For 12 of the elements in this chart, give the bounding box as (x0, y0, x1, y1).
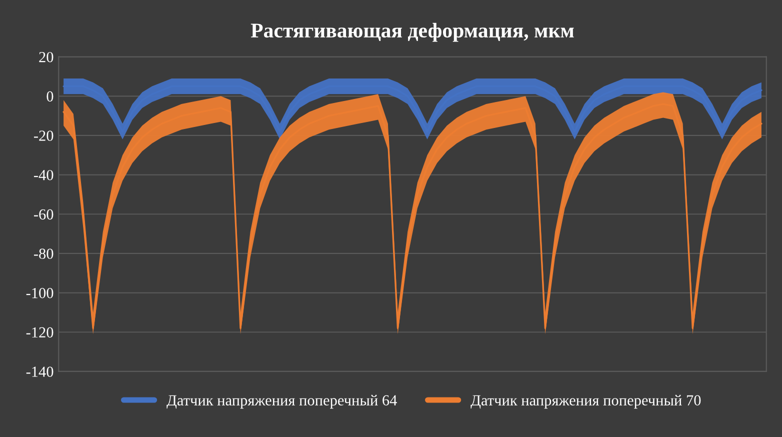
y-tick-label: -120 (26, 327, 54, 338)
legend-label: Датчик напряжения поперечный 70 (470, 394, 701, 409)
chart-title: Растягивающая деформация, мкм (250, 22, 574, 42)
y-tick-label: 20 (39, 52, 54, 62)
y-tick-label: -80 (34, 248, 54, 259)
y-tick-label: -100 (26, 288, 54, 298)
y-tick-label: -20 (34, 130, 54, 141)
legend-label: Датчик напряжения поперечный 64 (166, 394, 397, 409)
y-tick-label: 0 (46, 91, 54, 102)
y-tick-label: -40 (34, 170, 54, 180)
y-tick-label: -140 (26, 366, 54, 377)
y-tick-label: -60 (34, 209, 54, 220)
